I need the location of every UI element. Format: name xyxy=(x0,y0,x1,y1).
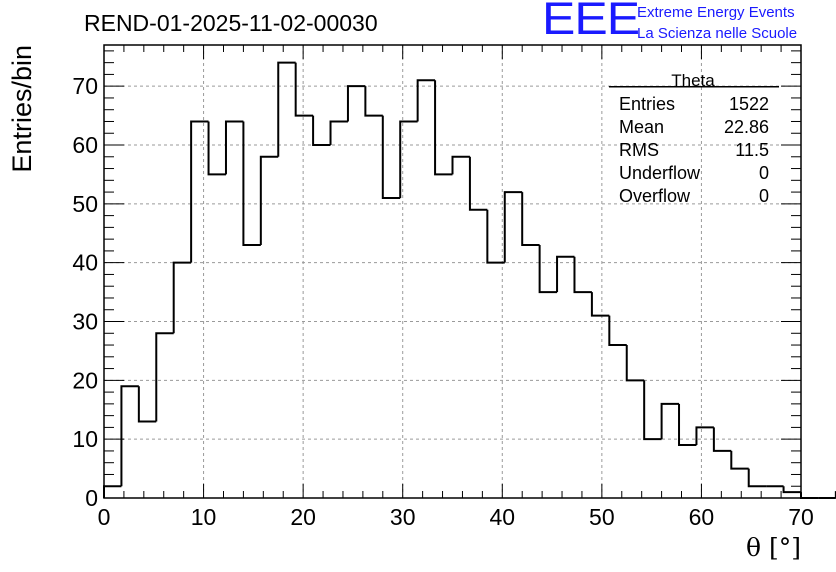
x-tick-label: 50 xyxy=(589,504,615,530)
x-tick-label: 10 xyxy=(191,504,217,530)
histogram-bin xyxy=(486,209,505,264)
x-tick-label: 40 xyxy=(489,504,515,530)
histogram-bin xyxy=(381,115,401,199)
histogram-bin xyxy=(747,468,767,488)
stats-title-rule xyxy=(609,86,779,88)
histogram-bin xyxy=(521,192,540,247)
eee-logo: EEE xyxy=(542,0,640,44)
stats-value: 0 xyxy=(759,186,769,206)
histogram-bin xyxy=(451,155,470,175)
y-tick-label: 0 xyxy=(85,485,98,511)
stats-label: Mean xyxy=(619,117,664,137)
plot-frame xyxy=(103,44,802,499)
histogram-bin xyxy=(695,426,714,446)
histogram-bin xyxy=(538,245,558,294)
y-axis-label: Entries/bin xyxy=(7,45,37,173)
stats-value: 22.86 xyxy=(724,117,769,137)
histogram-bin xyxy=(172,261,192,334)
histogram-bin xyxy=(712,427,732,452)
histogram-bin xyxy=(103,485,122,498)
histogram-bin xyxy=(678,403,697,447)
y-tick-label: 50 xyxy=(72,191,98,217)
histogram-bin xyxy=(468,156,488,211)
histogram-bin xyxy=(294,62,314,117)
histogram-bin xyxy=(625,345,645,382)
stats-label: Entries xyxy=(619,94,675,114)
x-tick-label: 60 xyxy=(689,504,715,530)
stats-value: 0 xyxy=(759,163,769,183)
y-tick-label: 10 xyxy=(72,426,98,452)
histogram-bin xyxy=(155,332,174,422)
x-tick-label: 30 xyxy=(390,504,416,530)
histogram-bin xyxy=(660,402,680,440)
stats-value: 11.5 xyxy=(735,140,769,160)
histogram-bin xyxy=(137,386,157,423)
histogram-bin xyxy=(730,450,749,470)
x-tick-label: 20 xyxy=(290,504,316,530)
histogram-bin xyxy=(416,79,436,122)
stats-label: Overflow xyxy=(619,186,691,206)
histogram-bin xyxy=(120,385,139,487)
histogram-bin xyxy=(800,492,819,499)
histogram-bin xyxy=(434,80,453,176)
histogram-bin xyxy=(364,86,383,117)
histogram-bin xyxy=(608,315,627,347)
y-tick-label: 70 xyxy=(72,73,98,99)
x-tick-label: 0 xyxy=(98,504,111,530)
histogram-bin xyxy=(399,120,418,198)
histogram-bin xyxy=(503,191,523,263)
histogram-bin xyxy=(590,292,610,317)
histogram-bin xyxy=(190,120,209,263)
logo-caption-line2: La Scienza nelle Scuole xyxy=(637,25,798,42)
stats-title: Theta xyxy=(671,71,715,90)
histogram-bin xyxy=(277,61,296,157)
histogram-bin xyxy=(782,486,801,494)
x-axis-label: θ [°] xyxy=(746,533,801,562)
chart-title: REND-01-2025-11-02-00030 xyxy=(84,10,378,36)
histogram-bin xyxy=(573,256,592,294)
histogram-bin xyxy=(242,121,261,247)
histogram-bin xyxy=(329,120,348,146)
histogram-bin xyxy=(207,121,226,176)
stats-label: Underflow xyxy=(619,163,701,183)
histogram-bin xyxy=(312,115,331,147)
y-tick-label: 60 xyxy=(72,132,98,158)
logo-caption-line1: Extreme Energy Events xyxy=(637,4,795,21)
y-tick-label: 20 xyxy=(72,367,98,393)
histogram-bin xyxy=(556,255,575,293)
histogram-bin xyxy=(346,85,366,122)
histogram-bin xyxy=(224,120,244,175)
histogram-bin xyxy=(643,380,662,441)
stats-label: RMS xyxy=(619,140,659,160)
x-tick-label: 70 xyxy=(788,504,814,530)
stats-value: 1522 xyxy=(729,94,769,114)
histogram-bin xyxy=(259,155,279,246)
y-tick-label: 30 xyxy=(72,309,98,335)
y-tick-label: 40 xyxy=(72,250,98,276)
